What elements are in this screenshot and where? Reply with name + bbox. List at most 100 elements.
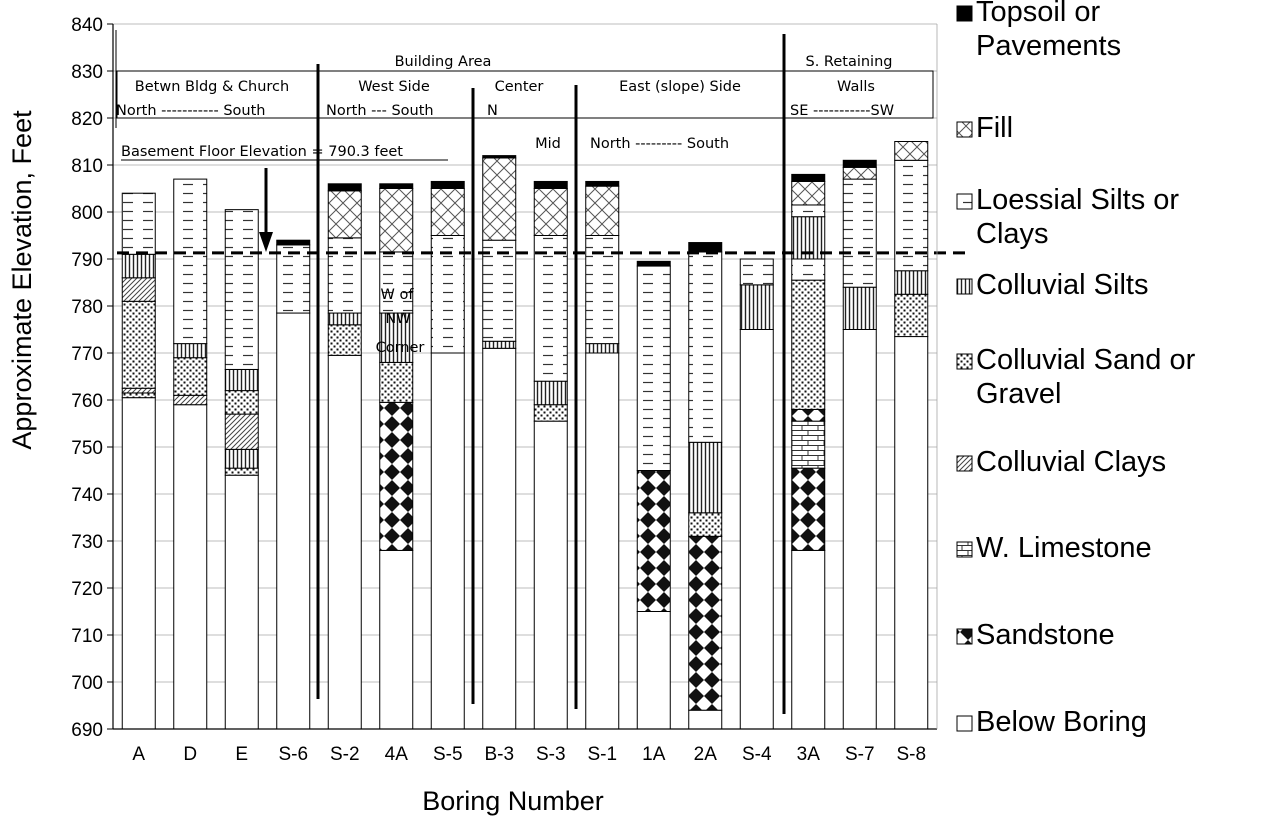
bar-b-3 — [482, 155, 517, 730]
legend-label: Loessial Silts or Clays — [976, 184, 1179, 250]
segment-below-boring — [276, 312, 311, 730]
segment-below-boring — [327, 354, 362, 730]
legend-item-fill: Fill — [956, 112, 1013, 144]
segment-colluvial-silts — [224, 368, 259, 392]
segment-topsoil-or-pavements — [482, 155, 517, 159]
bar-a — [121, 192, 156, 730]
bar-s-7 — [842, 159, 877, 730]
legend-swatch — [956, 193, 973, 210]
bar-e — [224, 209, 259, 730]
x-tick-label: S-1 — [587, 744, 617, 765]
legend-item-below-boring: Below Boring — [956, 706, 1147, 738]
segment-loessial-silts-or-clays — [842, 178, 877, 288]
segment-fill — [842, 166, 877, 180]
annotation-corner: Corner — [376, 340, 425, 356]
bar-s-5 — [430, 180, 465, 730]
annotation-box — [116, 70, 934, 119]
y-tick-label: 700 — [71, 673, 103, 694]
bar-s-8 — [894, 141, 929, 730]
segment-colluvial-silts — [121, 253, 156, 279]
segment-colluvial-sand-or-gravel — [224, 467, 259, 476]
segment-below-boring — [894, 336, 929, 730]
y-tick-label: 690 — [71, 720, 103, 741]
region-dividers — [115, 30, 934, 714]
x-tick-label: B-3 — [484, 744, 514, 765]
segment-below-boring — [173, 404, 208, 730]
annotation-s-retaining: S. Retaining — [806, 54, 893, 70]
segment-colluvial-silts — [739, 284, 774, 331]
segment-loessial-silts-or-clays — [430, 235, 465, 354]
segment-colluvial-sand-or-gravel — [379, 361, 414, 403]
x-tick-label: D — [183, 744, 197, 765]
segment-colluvial-sand-or-gravel — [327, 324, 362, 356]
annotation-walls: Walls — [837, 79, 875, 95]
segment-topsoil-or-pavements — [430, 180, 465, 189]
legend-label: Colluvial Silts — [976, 269, 1148, 301]
segment-sandstone — [379, 401, 414, 551]
x-axis-title: Boring Number — [422, 786, 604, 816]
segment-topsoil-or-pavements — [533, 180, 568, 189]
segment-below-boring — [842, 329, 877, 730]
segment-below-boring — [533, 420, 568, 730]
annotation-west-side: West Side — [358, 79, 430, 95]
legend-item-sandstone: Sandstone — [956, 619, 1115, 651]
segment-below-boring — [791, 549, 826, 730]
bar-3a — [791, 173, 826, 730]
segment-sandstone — [688, 535, 723, 711]
segment-colluvial-silts — [894, 270, 929, 295]
segment-below-boring — [482, 347, 517, 730]
segment-colluvial-sand-or-gravel — [791, 279, 826, 410]
annotation-nw: NW — [385, 311, 410, 327]
segment-colluvial-sand-or-gravel — [121, 300, 156, 389]
x-tick-label: A — [132, 744, 145, 765]
segment-below-boring — [585, 352, 620, 730]
y-axis-title: Approximate Elevation, Feet — [7, 110, 37, 450]
segment-topsoil-or-pavements — [791, 173, 826, 182]
segment-colluvial-silts — [842, 286, 877, 331]
segment-topsoil-or-pavements — [842, 159, 877, 168]
segment-fill — [430, 188, 465, 236]
y-tick-label: 790 — [71, 250, 103, 271]
bar-s-4 — [739, 258, 774, 730]
y-tick-labels: 690 700 710 720 730 740 750 760 770 780 790 800 810 8… — [71, 15, 103, 741]
annotation-w-of: W of — [381, 287, 415, 303]
axes — [112, 24, 938, 730]
y-tick-label: 840 — [71, 15, 103, 36]
x-tick-label: S-2 — [330, 744, 360, 765]
legend-item-colluvial-silts: Colluvial Silts — [956, 269, 1148, 301]
segment-topsoil-or-pavements — [585, 180, 620, 187]
x-tick-label: 3A — [797, 744, 821, 765]
segment-topsoil-or-pavements — [276, 239, 311, 246]
bar-4a — [379, 183, 414, 730]
segment-loessial-silts-or-clays — [224, 209, 259, 370]
segment-colluvial-clays — [224, 413, 259, 450]
segment-loessial-silts-or-clays — [739, 258, 774, 286]
annotation-east-side: East (slope) Side — [619, 79, 741, 95]
x-tick-label: 1A — [642, 744, 666, 765]
segment-fill — [585, 185, 620, 236]
annotation-n: N — [487, 103, 498, 119]
segment-colluvial-sand-or-gravel — [533, 404, 568, 422]
x-tick-label: S-8 — [896, 744, 926, 765]
annotation-mid: Mid — [535, 136, 561, 152]
bar-2a — [688, 242, 723, 730]
segment-below-boring — [430, 352, 465, 730]
legend-swatch — [956, 121, 973, 138]
segment-below-boring — [739, 329, 774, 730]
x-tick-label: S-4 — [742, 744, 772, 765]
segment-loessial-silts-or-clays — [121, 192, 156, 255]
segment-colluvial-silts — [224, 448, 259, 469]
segment-sandstone — [791, 467, 826, 551]
y-tick-label: 710 — [71, 626, 103, 647]
y-tick-label: 760 — [71, 391, 103, 412]
segment-loessial-silts-or-clays — [791, 204, 826, 218]
segment-colluvial-sand-or-gravel — [121, 392, 156, 399]
bar-d — [173, 178, 208, 730]
annotation-se-sw: SE -----------SW — [790, 103, 894, 119]
bar-s-1 — [585, 180, 620, 730]
segment-topsoil-or-pavements — [379, 183, 414, 190]
legend-label: Topsoil or Pavements — [976, 0, 1121, 62]
segment-colluvial-sand-or-gravel — [894, 293, 929, 338]
y-tick-label: 800 — [71, 203, 103, 224]
